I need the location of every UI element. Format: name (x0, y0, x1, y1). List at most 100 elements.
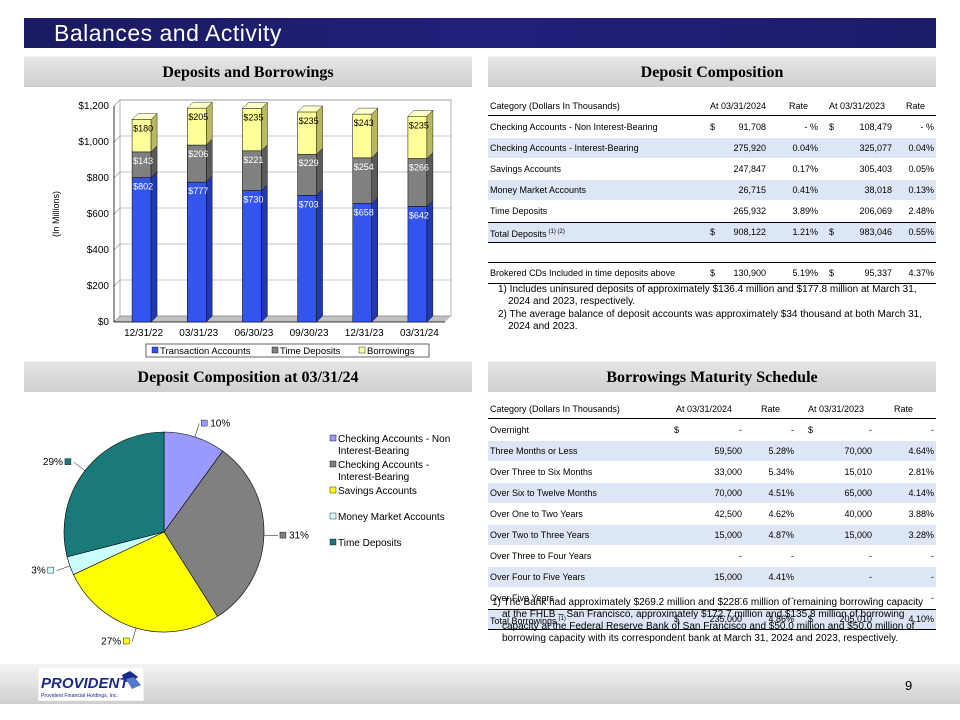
table-row: Overnight $ - - $ - - (488, 420, 936, 440)
table-header-cell: At 03/31/2024 (676, 404, 733, 414)
rate-2024: 5.28% (768, 446, 794, 456)
bar-data-label: $730 (243, 195, 263, 205)
rate-2023: - % (920, 122, 935, 132)
brokered-bottom-rule (488, 283, 936, 284)
bar-side (371, 151, 378, 205)
gridline-depth (113, 135, 121, 143)
value-2023: - (869, 551, 872, 561)
rate-2023: 2.48% (908, 206, 934, 216)
bar-top (297, 105, 324, 113)
rate-2023: - (931, 572, 934, 582)
bar-transaction-accounts-4 (352, 203, 372, 323)
provident-logo: PROVIDENT Provident Financial Holdings, … (38, 667, 144, 701)
value-2023: 15,000 (844, 530, 872, 540)
bar-top (131, 113, 158, 120)
currency-symbol: $ (808, 614, 814, 624)
table-row: Over Three to Four Years - - - - (488, 546, 936, 566)
value-2024: 247,847 (733, 164, 766, 174)
row-category: Over Four to Five Years (490, 572, 586, 582)
table-header-cell: At 03/31/2023 (829, 101, 886, 111)
table-total-row: Total Borrowings (1) $235,000 4.86% $205,010… (488, 609, 936, 629)
brokered-row: Brokered CDs Included in time deposits a… (488, 263, 936, 283)
row-category: Checking Accounts - Interest-Bearing (490, 143, 639, 153)
value-2024: 235,000 (709, 614, 742, 624)
footer-band (0, 664, 960, 704)
bar-side (426, 109, 434, 160)
rate-2024: - (791, 425, 794, 435)
bar-data-label: $777 (188, 186, 208, 196)
total-bottom-rule (488, 242, 936, 243)
rate-2023: - (931, 425, 934, 435)
bar-data-label: $229 (299, 158, 319, 168)
rate-2023: 4.10% (908, 614, 934, 624)
table-row: Checking Accounts - Non Interest-Bearing… (488, 117, 936, 137)
x-tick-label: 06/30/23 (234, 328, 273, 339)
y-tick-label: $600 (87, 209, 110, 220)
pie-label-swatch (64, 458, 72, 465)
pie-legend-swatch (329, 512, 337, 520)
value-2024: 275,920 (733, 143, 766, 153)
bar-data-label: $235 (299, 116, 319, 126)
gridline-depth (113, 171, 121, 179)
pie-legend-label: Interest-Bearing (338, 472, 409, 483)
y-tick-label: $200 (87, 281, 110, 292)
currency-symbol: $ (808, 425, 814, 435)
x-tick-label: 03/31/23 (179, 328, 218, 339)
value-2023: - (869, 572, 872, 582)
bar-side (261, 144, 268, 192)
value-2023: 15,010 (844, 467, 872, 477)
bar-data-label: $266 (409, 163, 429, 173)
bar-data-label: $254 (354, 162, 374, 172)
y-axis-label: (In Millions) (51, 191, 61, 237)
section-header-deposit-composition-date: Deposit Composition at 03/31/24 (24, 361, 472, 392)
row-category: Overnight (490, 425, 530, 435)
rate-2024: 4.41% (768, 572, 794, 582)
x-tick-label: 09/30/23 (290, 328, 329, 339)
bar-top (407, 110, 434, 117)
value-2023: 206,069 (859, 206, 892, 216)
pie-legend-swatch (329, 538, 337, 546)
table-header-cell: Rate (789, 101, 809, 111)
footnote-ref: (1) (2) (548, 229, 565, 235)
rate-2023: 3.28% (908, 530, 934, 540)
value-2024: 26,715 (738, 185, 766, 195)
bar-data-label: $243 (354, 118, 374, 128)
table-row: Over Two to Three Years 15,000 4.87% 15,000… (488, 525, 936, 545)
pie-leader-line (73, 461, 86, 471)
table-header-cell: Category (Dollars In Thousands) (490, 101, 620, 111)
total-bottom-rule (488, 629, 936, 630)
pie-data-label: 29% (43, 457, 63, 468)
deposit-notes: 1) Includes uninsured deposits of approx… (494, 284, 934, 334)
rate-2024: 0.04% (792, 143, 818, 153)
rate-2024: 5.34% (768, 467, 794, 477)
pie-leader-line (56, 565, 70, 571)
pie-leader-line (131, 627, 137, 642)
rate-2024: - % (804, 122, 819, 132)
rate-2024: 0.41% (792, 185, 818, 195)
bar-side (316, 105, 323, 155)
bar-data-label: $143 (133, 156, 153, 166)
rate-2024: - (791, 593, 794, 603)
gridline-depth (113, 279, 121, 287)
table-row: Over Four to Five Years 15,000 4.41% - - (488, 567, 936, 587)
row-category: Over Five Years (490, 593, 555, 603)
pie-data-label: 27% (101, 636, 121, 647)
logo-subtitle: Provident Financial Holdings, Inc. (41, 693, 118, 699)
gridline-depth (113, 207, 121, 215)
bar-side (261, 184, 268, 323)
pie-label-swatch (122, 637, 130, 645)
table-row: Over Three to Six Months 33,000 5.34% 15,01… (488, 462, 936, 482)
legend-swatch (151, 346, 159, 354)
bar-side (206, 138, 213, 183)
table-header-row: Category (Dollars In Thousands) At 03/31/… (488, 399, 936, 419)
value-2024: 59,500 (714, 446, 742, 456)
currency-symbol: $ (710, 122, 716, 132)
pie-data-label: 3% (31, 566, 46, 577)
table-row: Over One to Two Years 42,500 4.62% 40,000 3.… (488, 504, 936, 524)
bar-top (352, 107, 379, 115)
row-category: Over Two to Three Years (490, 530, 590, 540)
rate-2023: 0.04% (908, 143, 934, 153)
currency-symbol: $ (674, 614, 680, 624)
y-tick-label: $800 (87, 173, 110, 184)
bar-data-label: $206 (188, 149, 208, 159)
